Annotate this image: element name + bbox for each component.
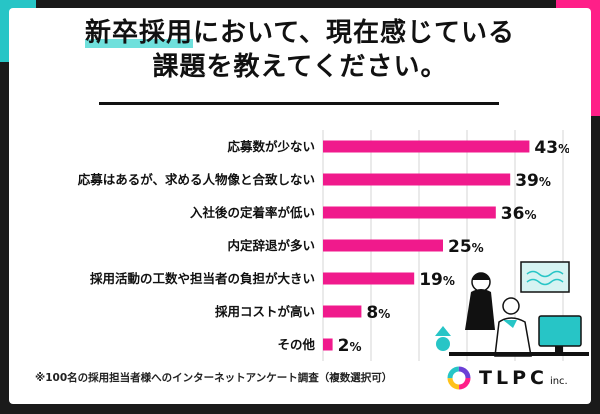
survey-footnote: ※100名の採用担当者様へのインターネットアンケート調査（複数選択可） (35, 372, 393, 384)
category-label: 採用コストが高い (215, 304, 315, 319)
category-label: 応募数が少ない (227, 139, 315, 154)
category-label: 入社後の定着率が低い (190, 205, 315, 220)
value-label: 43% (534, 138, 569, 158)
value-label: 2% (338, 336, 362, 356)
logo-suffix: inc. (549, 375, 568, 387)
office-worker-illustration (429, 260, 589, 370)
page-title: 新卒採用において、現在感じている 課題を教えてください。 (9, 16, 591, 84)
title-highlight: 新卒採用 (85, 18, 194, 48)
category-label: その他 (277, 337, 315, 352)
chart-card: 新卒採用において、現在感じている 課題を教えてください。 応募数が少ない 43% 応… (9, 8, 591, 404)
value-label: 36% (501, 204, 537, 224)
bar (323, 338, 333, 351)
title-underline (99, 102, 499, 105)
bar (323, 173, 511, 186)
value-label: 8% (366, 303, 390, 323)
bar (323, 140, 530, 153)
bar-chart: 応募数が少ない 43% 応募はあるが、求める人物像と合致しない 39% 入社後の定着率が… (33, 126, 570, 366)
value-label: 39% (515, 171, 551, 191)
value-label: 25% (448, 237, 484, 257)
bar (323, 272, 415, 285)
logo-ring-icon (447, 366, 471, 390)
category-label: 採用活動の工数や担当者の負担が大きい (90, 271, 315, 286)
bar (323, 239, 443, 252)
title-line2: 課題を教えてください。 (152, 52, 448, 82)
category-label: 応募はあるが、求める人物像と合致しない (78, 172, 315, 187)
bar (323, 305, 362, 318)
bar-chart-svg: 応募数が少ない 43% 応募はあるが、求める人物像と合致しない 39% 入社後の定着率が… (78, 130, 570, 361)
value-label: 19% (419, 270, 455, 290)
company-logo: TLPC inc. (447, 365, 568, 391)
category-label: 内定辞退が多い (227, 238, 315, 253)
bar (323, 206, 496, 219)
logo-wordmark: TLPC (479, 367, 548, 389)
title-line1-rest: において、現在感じている (193, 18, 515, 48)
